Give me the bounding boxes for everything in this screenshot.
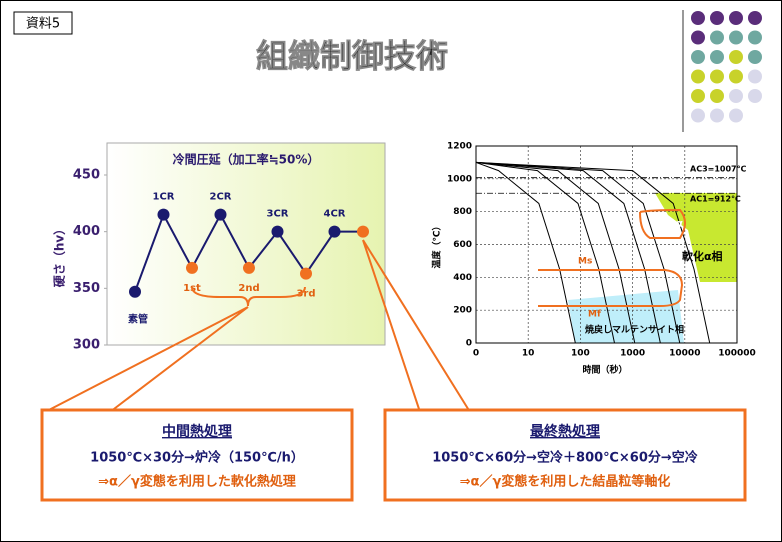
decoration [691,11,762,123]
point [157,208,170,221]
x-tick-label: 100000 [718,349,756,359]
annotation: AC1=912℃ [690,195,741,204]
note-line: 1050℃×60分→空冷＋800℃×60分→空冷 [432,450,698,466]
x-tick-label: 100 [571,349,590,359]
annotation: 軟化α相 [682,249,723,263]
note-title: 最終熱処理 [530,423,600,440]
annotation: 焼戻しマルテンサイト相 [585,324,684,336]
note-box [40,408,354,502]
dot [748,11,762,25]
annotation: Ms [578,257,592,267]
dot [710,50,724,64]
note-line: ⇒α／γ変態を利用した軟化熱処理 [98,474,296,490]
slide-title: 組織制御技術 [256,37,448,75]
annotation: γ＋α [657,217,683,230]
callout [362,239,471,413]
note-line: ⇒α／γ変態を利用した結晶粒等軸化 [460,474,671,490]
dot [691,89,705,103]
y-tick-label: 450 [73,168,100,183]
soft-alpha-region [655,193,737,282]
dot [710,11,724,25]
annotation: AC3=1007℃ [690,165,747,174]
y-tick-label: 1000 [447,174,472,184]
dot [729,11,743,25]
point-label: 2CR [210,192,232,203]
dot [748,30,762,45]
point [328,225,341,238]
point-label: 3CR [267,209,289,220]
note-line: 1050℃×30分→炉冷（150℃/h） [90,450,304,466]
y-tick-label: 300 [73,338,100,353]
axes [475,145,738,344]
dot [710,89,724,103]
point-label: 1CR [153,192,175,203]
point [214,208,227,221]
y-tick-label: 800 [453,207,472,217]
dot [691,50,705,64]
y-tick-label: 600 [453,240,472,250]
note-box [383,408,747,502]
dot [748,50,762,64]
x-axis-label: 時間（秒） [582,364,627,376]
dot [710,69,724,84]
y-axis-label: 硬さ（hv） [52,223,67,287]
point-label: 3rd [296,289,315,300]
tag-box [13,11,73,35]
point [129,285,141,298]
point [271,225,284,238]
chart-title: 冷間圧延（加工率≒50%） [173,152,320,167]
dot [691,69,705,84]
dot [748,69,762,84]
hardness-chart: 冷間圧延（加工率≒50%）硬さ（hv）300350400450素管1CR1st2… [52,152,369,353]
note-title: 中間熱処理 [162,423,232,440]
dot [729,30,743,45]
martensite-region [568,290,684,343]
dot [748,89,762,103]
dot [710,30,724,45]
callout [44,306,249,413]
x-tick-label: 0 [473,349,479,359]
x-tick-label: 10 [522,349,535,359]
dot [729,50,743,64]
notes: 中間熱処理 1050℃×30分→炉冷（150℃/h） ⇒α／γ変態を利用した軟化熱処… [40,408,747,502]
y-tick-label: 1200 [447,142,472,152]
x-tick-label: 10000 [669,349,700,359]
plot-area [106,142,386,346]
y-tick-label: 400 [73,224,100,239]
cooling-curve [475,161,661,344]
dot [691,30,705,45]
dot [729,108,743,123]
y-tick-label: 400 [453,273,472,283]
point-label: 素管 [128,313,148,326]
point-label: 4CR [324,209,346,220]
point [186,261,198,274]
y-tick-label: 0 [466,339,472,349]
dot [729,69,743,84]
point-label: 2nd [238,283,259,294]
point [300,267,312,280]
x-tick-label: 1000 [620,349,645,359]
y-tick-label: 350 [73,281,100,296]
dot [691,108,705,123]
dot [710,108,724,123]
cooling-curve [475,161,576,344]
cooling-curve [475,161,681,344]
bracket [191,286,306,307]
y-tick-label: 200 [453,306,472,316]
dot [691,11,705,25]
region-outline [538,269,684,307]
annotation: γ＋α' [566,283,595,296]
dot [729,89,743,103]
point [243,261,255,274]
y-axis-label: 温度（℃） [431,222,443,269]
cct-chart: 0 200 400 600 800 1000 1200 0 10 100 1000 10000 1000… [431,142,756,376]
tag: 資料5 [26,17,60,32]
point [357,225,369,238]
cooling-curve [475,161,636,344]
annotation: Mf [588,310,601,320]
cooling-curve [475,161,711,344]
cooling-curve [475,161,615,344]
region-outline [639,208,686,239]
